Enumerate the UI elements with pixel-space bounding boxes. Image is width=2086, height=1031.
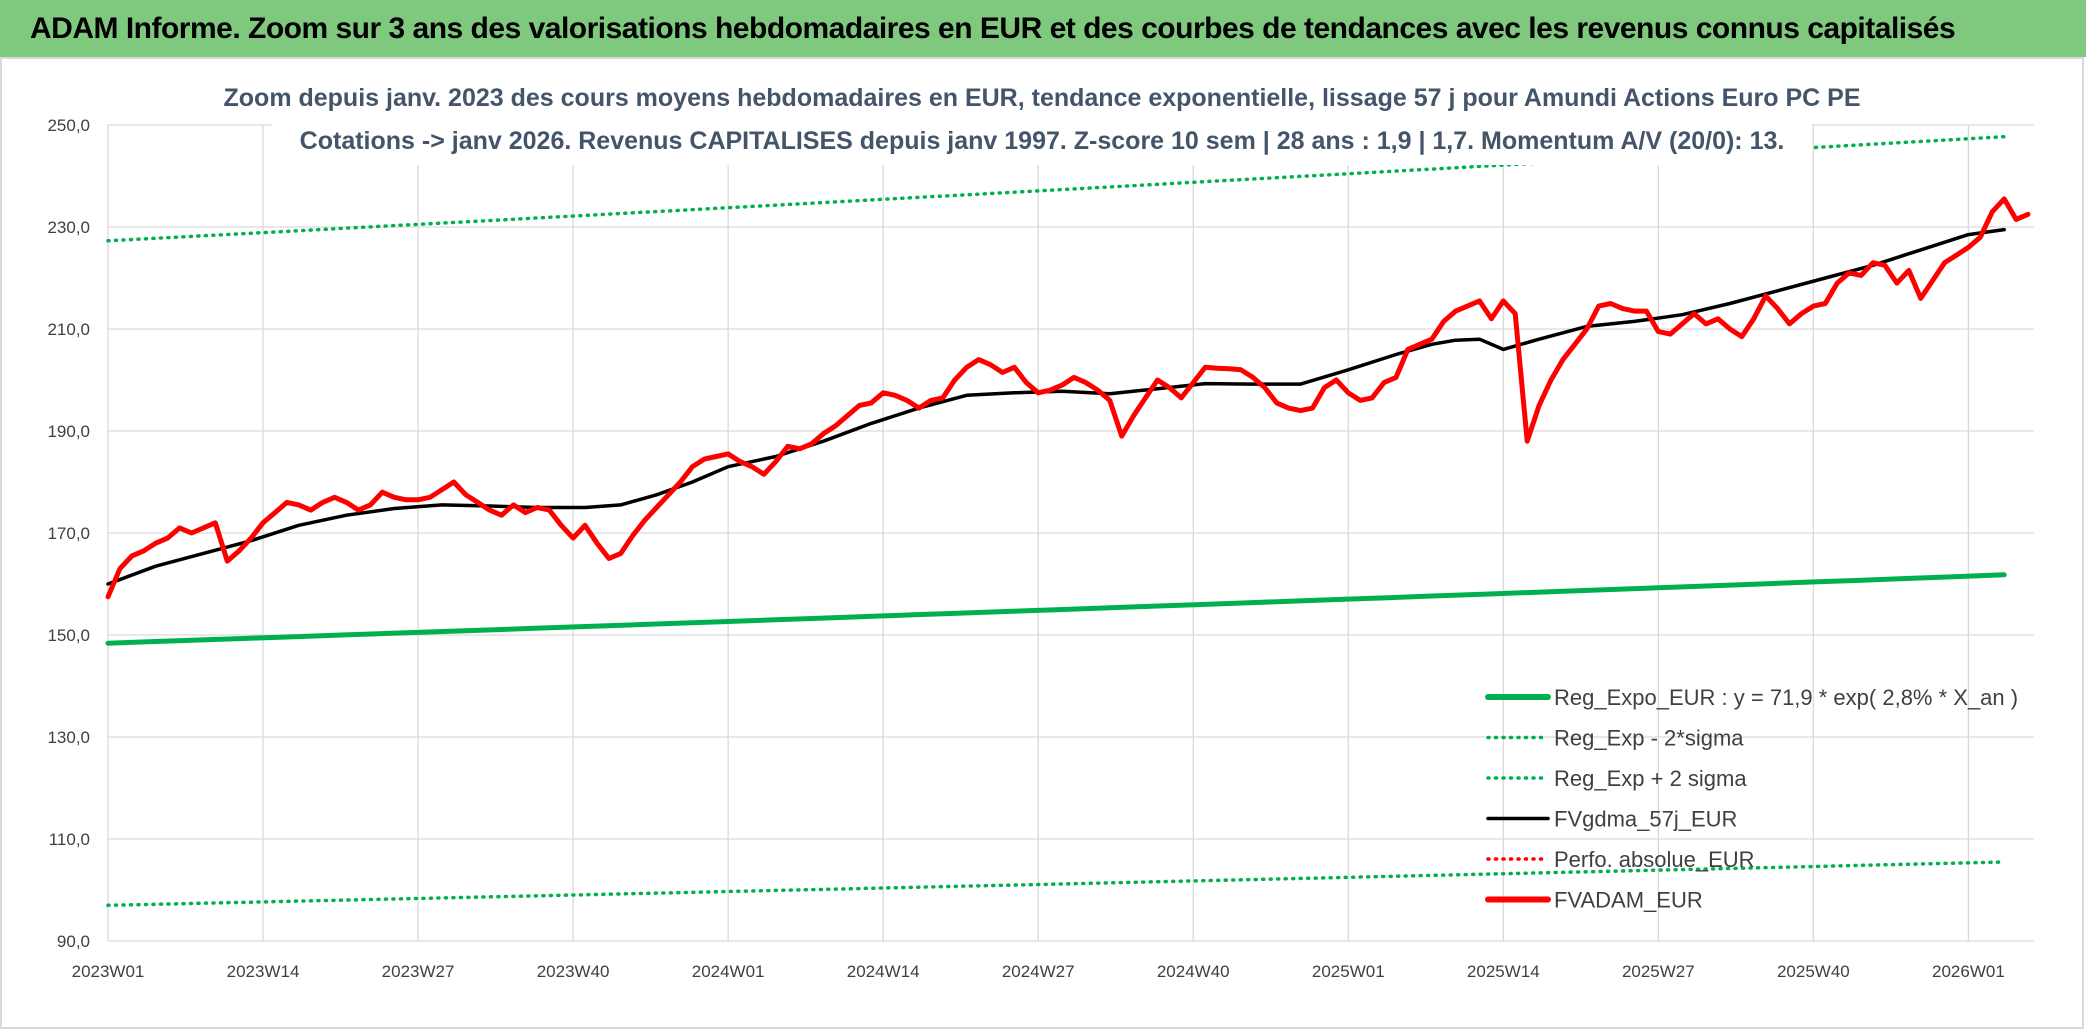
x-tick-label: 2025W01 bbox=[1312, 962, 1385, 981]
legend-label-4: Perfo. absolue_EUR bbox=[1554, 847, 1755, 872]
chart-legend: Reg_Expo_EUR : y = 71,9 * exp( 2,8% * X_… bbox=[1485, 685, 2018, 913]
y-tick-label: 130,0 bbox=[47, 728, 90, 747]
x-tick-label: 2024W01 bbox=[692, 962, 765, 981]
series-line-0 bbox=[105, 572, 2007, 646]
y-tick-label: 250,0 bbox=[47, 116, 90, 135]
legend-label-3: FVgdma_57j_EUR bbox=[1554, 807, 1737, 832]
y-tick-label: 210,0 bbox=[47, 320, 90, 339]
y-tick-label: 230,0 bbox=[47, 218, 90, 237]
x-axis: 2023W01 2023W14 2023W27 2023W40 2024W01 2024W… bbox=[72, 962, 2005, 981]
x-tick-label: 2024W27 bbox=[1002, 962, 1075, 981]
x-tick-label: 2023W14 bbox=[227, 962, 300, 981]
gridlines bbox=[107, 124, 2034, 942]
y-tick-label: 170,0 bbox=[47, 524, 90, 543]
y-tick-label: 150,0 bbox=[47, 626, 90, 645]
x-tick-label: 2024W40 bbox=[1157, 962, 1230, 981]
legend-label-1: Reg_Exp - 2*sigma bbox=[1554, 726, 1744, 751]
series-line-1 bbox=[106, 860, 2006, 908]
x-tick-label: 2026W01 bbox=[1932, 962, 2005, 981]
chart-subtitles: Zoom depuis janv. 2023 des cours moyens … bbox=[224, 77, 1861, 165]
chart-subtitle-line2: Cotations -> janv 2026. Revenus CAPITALI… bbox=[300, 127, 1785, 155]
x-tick-label: 2025W40 bbox=[1777, 962, 1850, 981]
legend-label-5: FVADAM_EUR bbox=[1554, 888, 1703, 913]
y-axis: 250,0 230,0 210,0 190,0 170,0 150,0 130,0 110,0… bbox=[47, 116, 90, 951]
x-tick-label: 2024W14 bbox=[847, 962, 920, 981]
chart-svg: 250,0 230,0 210,0 190,0 170,0 150,0 130,0 110,0… bbox=[47, 77, 2034, 981]
x-tick-label: 2025W14 bbox=[1467, 962, 1540, 981]
series-line-3 bbox=[106, 227, 2006, 586]
y-tick-label: 110,0 bbox=[49, 830, 90, 849]
series-line-5 bbox=[105, 196, 2031, 600]
y-tick-label: 190,0 bbox=[47, 422, 90, 441]
x-tick-label: 2023W27 bbox=[382, 962, 455, 981]
legend-label-0: Reg_Expo_EUR : y = 71,9 * exp( 2,8% * X_… bbox=[1554, 685, 2018, 710]
subtitle-background bbox=[272, 77, 1812, 165]
x-tick-label: 2023W01 bbox=[72, 962, 145, 981]
y-tick-label: 90,0 bbox=[57, 932, 90, 951]
chart-frame: 250,0 230,0 210,0 190,0 170,0 150,0 130,0 110,0… bbox=[0, 57, 2084, 1029]
legend-label-2: Reg_Exp + 2 sigma bbox=[1554, 766, 1747, 791]
report-title: ADAM Informe. Zoom sur 3 ans des valoris… bbox=[30, 11, 1956, 45]
chart-subtitle-line1: Zoom depuis janv. 2023 des cours moyens … bbox=[224, 84, 1861, 112]
report-header: ADAM Informe. Zoom sur 3 ans des valoris… bbox=[0, 0, 2086, 57]
x-tick-label: 2023W40 bbox=[537, 962, 610, 981]
x-tick-label: 2025W27 bbox=[1622, 962, 1695, 981]
